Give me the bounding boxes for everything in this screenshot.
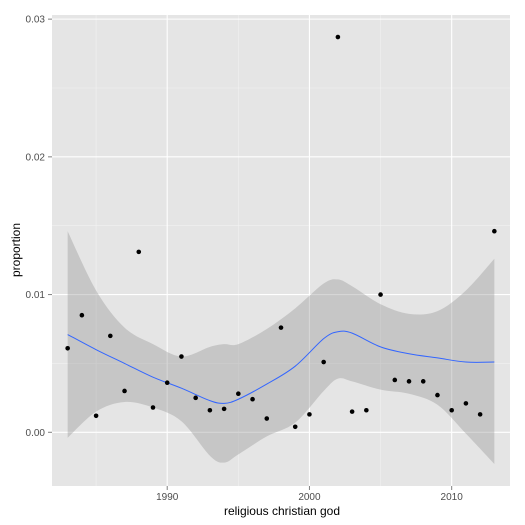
plot-panel [52, 15, 510, 486]
data-point [335, 34, 341, 40]
y-tick-label: 0.03 [26, 15, 46, 26]
data-point [221, 406, 227, 412]
data-point [65, 345, 70, 351]
data-point [378, 292, 383, 297]
y-tick-label: 0.00 [26, 428, 46, 439]
data-point [406, 379, 412, 384]
data-point [193, 395, 198, 401]
data-point [164, 380, 170, 386]
data-point [349, 409, 355, 414]
data-point [420, 379, 426, 384]
data-point [392, 377, 398, 383]
data-point [93, 413, 99, 419]
data-point [207, 407, 213, 413]
data-point [122, 388, 127, 394]
data-point [492, 228, 497, 234]
grid-minor [52, 15, 510, 486]
data-point [150, 405, 156, 410]
smooth-line [67, 330, 495, 404]
x-tick-label: 2010 [441, 492, 464, 503]
data-point [108, 333, 113, 339]
x-axis-ticks: 1990 2000 2010 [156, 486, 463, 503]
data-point [79, 312, 85, 318]
x-tick-label: 1990 [156, 492, 179, 503]
data-point [179, 354, 184, 359]
data-point [236, 391, 241, 397]
y-axis-title: proportion [9, 223, 23, 277]
data-point [463, 401, 469, 406]
x-axis-title: religious christian god [224, 504, 340, 518]
x-tick-label: 2000 [298, 492, 321, 503]
grid-major [52, 15, 510, 486]
data-point [136, 249, 142, 255]
data-point [364, 407, 369, 413]
data-point [307, 412, 312, 417]
data-point [477, 412, 483, 417]
data-point [250, 396, 255, 402]
y-tick-label: 0.02 [26, 152, 46, 163]
confidence-band [67, 231, 495, 464]
data-points [65, 34, 497, 430]
y-tick-label: 0.01 [26, 290, 46, 301]
y-axis-ticks: 0.00 0.01 0.02 0.03 [26, 15, 52, 439]
data-point [321, 359, 326, 365]
data-point [264, 416, 270, 421]
data-point [278, 325, 284, 330]
data-point [449, 407, 454, 413]
data-point [292, 424, 298, 430]
data-point [435, 392, 440, 398]
